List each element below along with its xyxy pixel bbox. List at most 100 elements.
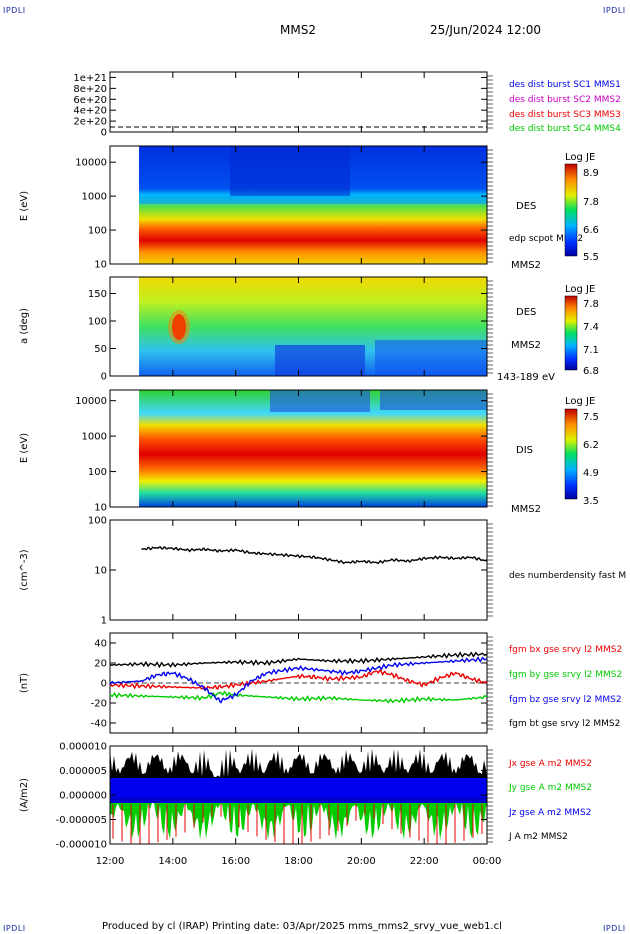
des-pitch-energy-range: 143-189 eV (497, 372, 555, 383)
colorbar-dis-energy-tick: 7.5 (583, 412, 599, 423)
legend-bt: fgm bt gse srvy l2 MMS2 (509, 719, 620, 729)
legend-bx: fgm bx gse srvy l2 MMS2 (509, 645, 622, 655)
series-line-0 (141, 546, 488, 565)
ytick-label: 2e+20 (73, 117, 107, 128)
colorbar-des-pitch-tick: 7.8 (583, 299, 599, 310)
colorbar-dis-energy-tick: 3.5 (583, 496, 599, 507)
corner-label-bottom-right: IPDLI (603, 924, 626, 933)
density-legend: des numberdensity fast M (509, 571, 626, 581)
colorbar-dis-energy-tick: 6.2 (583, 440, 599, 451)
dis-energy-ylabel: E (eV) (19, 433, 30, 463)
ytick-label: 0 (101, 128, 107, 139)
ytick-label: -0.000005 (56, 815, 107, 826)
ytick-label: 100 (88, 467, 107, 478)
ytick-label: -0.000010 (56, 840, 107, 851)
xtick-label: 20:00 (347, 856, 376, 867)
time-axis: 12:00 14:00 16:00 18:00 20:00 22:00 00:00 (96, 72, 502, 867)
ytick-label: 6e+20 (73, 95, 107, 106)
ytick-label: -40 (91, 719, 107, 730)
ytick-label: 10000 (75, 158, 107, 169)
colorbar-des-pitch-tick: 7.1 (583, 345, 599, 356)
colorbar-dis-energy (564, 408, 578, 500)
xtick-label: 22:00 (410, 856, 439, 867)
ytick-label: 100 (88, 516, 107, 527)
colorbar-des-pitch-tick: 7.4 (583, 322, 599, 333)
panel-des-energy: 10000 1000 100 10 E (eV) DES edp scpot MMS2… (19, 145, 599, 271)
ytick-label: 10 (94, 503, 107, 514)
xtick-label: 00:00 (473, 856, 502, 867)
ytick-label: 10 (94, 260, 107, 271)
ytick-label: 1 (101, 616, 107, 627)
colorbar-dis-energy-tick: 4.9 (583, 468, 599, 479)
legend-burst-sc4: des dist burst SC4 MMS4 (509, 124, 621, 134)
des-energy-species: DES (516, 201, 536, 212)
series-line-3 (110, 651, 488, 669)
xtick-label: 16:00 (221, 856, 250, 867)
ytick-label: 50 (94, 344, 107, 355)
spacecraft-title: MMS2 (280, 23, 316, 37)
legend-burst-sc3: des dist burst SC3 MMS3 (509, 110, 621, 120)
ytick-label: 1000 (82, 432, 107, 443)
colorbar-des-energy (564, 163, 578, 257)
dis-energy-sc: MMS2 (511, 504, 541, 515)
legend-jz: Jz gse A m2 MMS2 (508, 808, 591, 818)
current-j-trace (110, 748, 487, 786)
ytick-label: -20 (91, 699, 107, 710)
ytick-label: 100 (88, 226, 107, 237)
panel-dis-energy: 10000 1000 100 10 E (eV) DIS MMS2 Log JE 7.… (19, 389, 599, 515)
panel-density: 100 10 1 (cm^-3) des numberdensity fast M (19, 516, 626, 627)
colorbar-des-energy-tick: 8.9 (583, 168, 599, 179)
des-energy-cyan-band (139, 196, 487, 204)
bfield-ylabel: (nT) (19, 673, 30, 693)
legend-burst-sc1: des dist burst SC1 MMS1 (509, 80, 621, 90)
legend-by: fgm by gse srvy l2 MMS2 (509, 670, 622, 680)
series-line-0 (109, 668, 488, 691)
ytick-label: 40 (94, 639, 107, 650)
ytick-label: 20 (94, 659, 107, 670)
colorbar-dis-energy-title: Log JE (565, 396, 595, 407)
xtick-label: 12:00 (96, 856, 125, 867)
panel-density-frame (109, 519, 488, 621)
current-ylabel: (A/m2) (19, 778, 30, 812)
des-energy-blue-band (230, 146, 350, 196)
xtick-label: 18:00 (284, 856, 313, 867)
colorbar-des-energy-tick: 7.8 (583, 197, 599, 208)
current-jz-band (110, 778, 487, 797)
corner-label-top-right: IPDLI (603, 6, 626, 15)
panel-burst-frame (109, 71, 488, 133)
corner-label-bottom-left: IPDLI (3, 924, 26, 933)
des-pitch-blue-region (275, 345, 365, 376)
des-pitch-species: DES (516, 307, 536, 318)
panel-bfield: 40 20 0 -20 -40 (nT) fgm bx gse srvy l2 MMS2… (19, 632, 622, 734)
ytick-label: 0.000010 (59, 742, 107, 753)
ytick-label: 0 (101, 679, 107, 690)
colorbar-des-pitch-tick: 6.8 (583, 366, 599, 377)
des-pitch-ylabel: a (deg) (19, 308, 30, 344)
colorbar-des-pitch (564, 295, 578, 371)
ytick-label: 10 (94, 566, 107, 577)
des-energy-ylabel: E (eV) (19, 191, 30, 221)
colorbar-des-energy-tick: 5.5 (583, 252, 599, 263)
legend-jx: Jx gse A m2 MMS2 (508, 759, 592, 769)
ytick-label: 1000 (82, 192, 107, 203)
legend-burst-sc2: des dist burst SC2 MMS2 (509, 95, 621, 105)
legend-j: J A m2 MMS2 (508, 832, 568, 842)
density-ylabel: (cm^-3) (19, 549, 30, 590)
des-pitch-hotspot-halo (168, 310, 190, 344)
panel-current: 0.000010 0.000005 0.000000 -0.000005 -0.0000… (19, 742, 592, 851)
colorbar-des-pitch-title: Log JE (565, 284, 595, 295)
des-pitch-blue-region (375, 340, 487, 376)
ytick-label: 1e+21 (73, 73, 107, 84)
xtick-label: 14:00 (158, 856, 187, 867)
legend-bz: fgm bz gse srvy l2 MMS2 (509, 695, 622, 705)
des-energy-overlay: edp scpot MMS2 (509, 234, 583, 244)
ytick-label: 100 (88, 317, 107, 328)
ytick-label: 0.000000 (59, 791, 107, 802)
dis-energy-blue-band (270, 390, 370, 412)
footer-credit: Produced by cl (IRAP) Printing date: 03/… (102, 921, 502, 932)
ytick-label: 150 (88, 289, 107, 300)
legend-jy: Jy gse A m2 MMS2 (508, 783, 592, 793)
datetime-title: 25/Jun/2024 12:00 (430, 23, 541, 37)
ytick-label: 10000 (75, 396, 107, 407)
